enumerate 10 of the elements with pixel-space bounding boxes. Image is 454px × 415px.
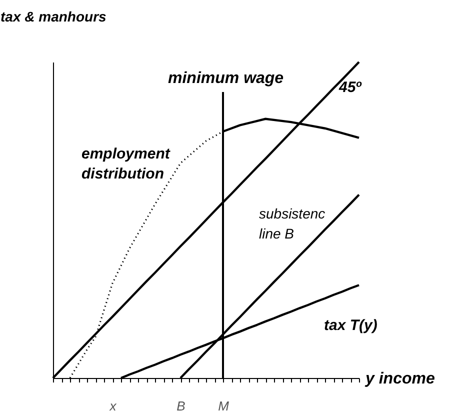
series-label: 45º xyxy=(338,79,363,96)
x-tick-label: M xyxy=(218,398,230,414)
series-label: subsistenc line B xyxy=(259,206,326,242)
x-axis-title: y income xyxy=(364,370,435,388)
ref-line-label: minimum wage xyxy=(168,70,284,87)
x-tick-label: x xyxy=(108,398,117,414)
series-label: employment distribution xyxy=(82,145,171,182)
x-tick-label: B xyxy=(176,398,186,414)
series-label: tax T(y) xyxy=(324,317,378,334)
y-axis-title: tax & manhours xyxy=(0,8,107,24)
